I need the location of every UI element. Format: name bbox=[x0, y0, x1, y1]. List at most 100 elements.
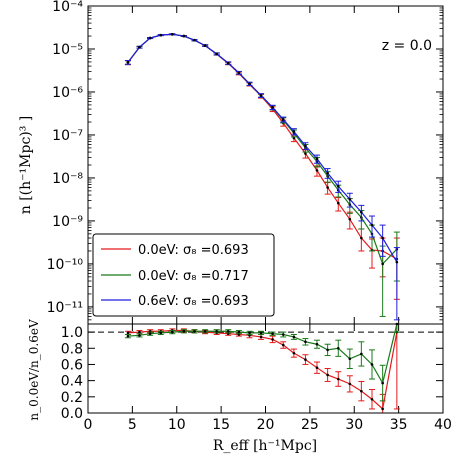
top-y-ticks: 10⁻⁴ 10⁻⁵ 10⁻⁶ 10⁻⁷ 10⁻⁸ 10⁻⁹ 10⁻¹⁰ 10⁻¹¹ bbox=[47, 0, 444, 325]
x-tick-label: 5 bbox=[128, 417, 137, 433]
bottom-data-point bbox=[370, 397, 374, 401]
top-data-point bbox=[348, 197, 352, 201]
legend-entry-red: 0.0eV: σ₈ =0.693 bbox=[138, 243, 249, 258]
bottom-data-point bbox=[248, 331, 251, 335]
bottom-data-point bbox=[138, 330, 141, 334]
bottom-data-point bbox=[348, 357, 352, 361]
top-data-point bbox=[281, 118, 285, 121]
bottom-plot-frame bbox=[87, 323, 444, 414]
x-tick-label: 25 bbox=[301, 417, 319, 433]
redshift-annotation: z = 0.0 bbox=[382, 38, 432, 54]
bottom-data-point bbox=[182, 329, 186, 333]
bottom-data-point bbox=[315, 366, 319, 369]
bottom-data-point bbox=[159, 331, 163, 335]
legend-entry-blue: 0.6eV: σ₈ =0.693 bbox=[138, 294, 249, 309]
top-data-point bbox=[336, 184, 340, 188]
top-data-point bbox=[292, 130, 296, 133]
top-data-point bbox=[138, 45, 141, 49]
top-data-point bbox=[304, 144, 307, 148]
top-y-tick-label: 10⁻⁸ bbox=[52, 171, 83, 187]
bottom-data-point bbox=[138, 334, 141, 337]
bottom-data-point bbox=[226, 329, 230, 333]
top-series-2 bbox=[124, 32, 400, 321]
bottom-series-group bbox=[124, 322, 400, 414]
x-tick-label: 10 bbox=[168, 417, 186, 433]
bottom-data-point bbox=[126, 331, 130, 335]
top-data-point bbox=[348, 217, 352, 221]
top-y-axis-label: n [(h⁻¹Mpc)³ ] bbox=[18, 116, 34, 215]
bottom-data-point bbox=[336, 377, 340, 381]
top-data-point bbox=[248, 82, 251, 86]
bottom-data-point bbox=[381, 407, 384, 411]
bottom-data-point bbox=[171, 330, 174, 334]
top-y-tick-label: 10⁻⁴ bbox=[52, 0, 83, 15]
top-series-group bbox=[124, 32, 400, 321]
bottom-data-point bbox=[304, 358, 307, 361]
bottom-ticks: 0.00.20.40.60.81.0 0 5 10 15 20 25 30 35 40 bbox=[61, 324, 452, 433]
top-data-point bbox=[259, 94, 263, 97]
top-data-point bbox=[226, 61, 230, 65]
bottom-data-point bbox=[148, 332, 152, 336]
bottom-data-point bbox=[292, 351, 296, 355]
bottom-panel: 0.00.20.40.60.81.0 0 5 10 15 20 25 30 35 40 n_0.0… bbox=[27, 319, 452, 454]
top-data-point bbox=[381, 262, 384, 266]
bottom-data-point bbox=[237, 330, 241, 334]
bottom-data-point bbox=[326, 373, 329, 377]
bottom-data-point bbox=[281, 343, 285, 347]
top-y-tick-label: 10⁻¹¹ bbox=[47, 300, 83, 316]
top-y-tick-label: 10⁻⁵ bbox=[52, 42, 83, 58]
legend-entry-green: 0.0eV: σ₈ =0.717 bbox=[138, 269, 249, 284]
top-data-point bbox=[381, 236, 384, 240]
bottom-data-point bbox=[315, 342, 319, 346]
legend: 0.0eV: σ₈ =0.693 0.0eV: σ₈ =0.717 0.6eV:… bbox=[92, 233, 275, 317]
bottom-data-point bbox=[193, 329, 196, 333]
top-y-tick-label: 10⁻⁶ bbox=[52, 85, 83, 101]
bottom-data-point bbox=[292, 335, 296, 339]
bottom-data-point bbox=[381, 381, 384, 385]
top-data-point bbox=[215, 52, 218, 56]
top-data-point bbox=[360, 236, 363, 240]
bottom-series-1 bbox=[124, 322, 400, 402]
top-panel: 10⁻⁴ 10⁻⁵ 10⁻⁶ 10⁻⁷ 10⁻⁸ 10⁻⁹ 10⁻¹⁰ 10⁻¹¹ z = 0… bbox=[18, 0, 444, 325]
top-data-point bbox=[326, 171, 329, 175]
top-y-tick-label: 10⁻⁹ bbox=[52, 214, 83, 230]
bottom-data-point bbox=[126, 334, 130, 338]
top-data-point bbox=[203, 44, 207, 47]
top-data-point bbox=[315, 157, 319, 161]
bottom-data-point bbox=[360, 352, 363, 356]
bottom-data-point bbox=[259, 335, 263, 339]
bottom-data-point bbox=[326, 348, 329, 352]
x-axis-label: R_eff [h⁻¹Mpc] bbox=[213, 438, 317, 454]
x-tick-label: 20 bbox=[257, 417, 275, 433]
bottom-y-tick-label: 1.0 bbox=[61, 325, 83, 341]
top-data-point bbox=[395, 260, 399, 264]
x-tick-label: 0 bbox=[84, 417, 93, 433]
bottom-data-point bbox=[348, 382, 352, 386]
bottom-y-tick-label: 0.8 bbox=[61, 341, 83, 357]
bottom-y-tick-label: 0.2 bbox=[61, 390, 83, 406]
bottom-y-tick-label: 0.4 bbox=[61, 374, 83, 390]
top-data-point bbox=[193, 38, 196, 42]
bottom-data-point bbox=[271, 338, 274, 341]
bottom-data-point bbox=[360, 389, 363, 393]
x-tick-label: 40 bbox=[434, 417, 452, 433]
bottom-data-point bbox=[304, 340, 307, 344]
bottom-data-point bbox=[370, 363, 374, 366]
top-data-point bbox=[126, 61, 130, 64]
top-data-point bbox=[326, 186, 329, 189]
top-data-point bbox=[360, 210, 363, 214]
x-tick-label: 15 bbox=[212, 417, 230, 433]
bottom-data-point bbox=[259, 331, 263, 335]
bottom-data-point bbox=[281, 333, 285, 336]
top-data-point bbox=[171, 32, 174, 36]
bottom-y-tick-label: 0.0 bbox=[61, 406, 83, 422]
bottom-y-tick-label: 0.6 bbox=[61, 357, 83, 373]
top-data-point bbox=[271, 105, 274, 109]
x-tick-label: 35 bbox=[390, 417, 408, 433]
bottom-data-point bbox=[215, 329, 218, 333]
top-data-point bbox=[182, 34, 186, 38]
bottom-data-point bbox=[271, 332, 274, 336]
legend-box bbox=[92, 233, 275, 317]
x-tick-label: 30 bbox=[345, 417, 363, 433]
bottom-data-point bbox=[203, 329, 207, 333]
